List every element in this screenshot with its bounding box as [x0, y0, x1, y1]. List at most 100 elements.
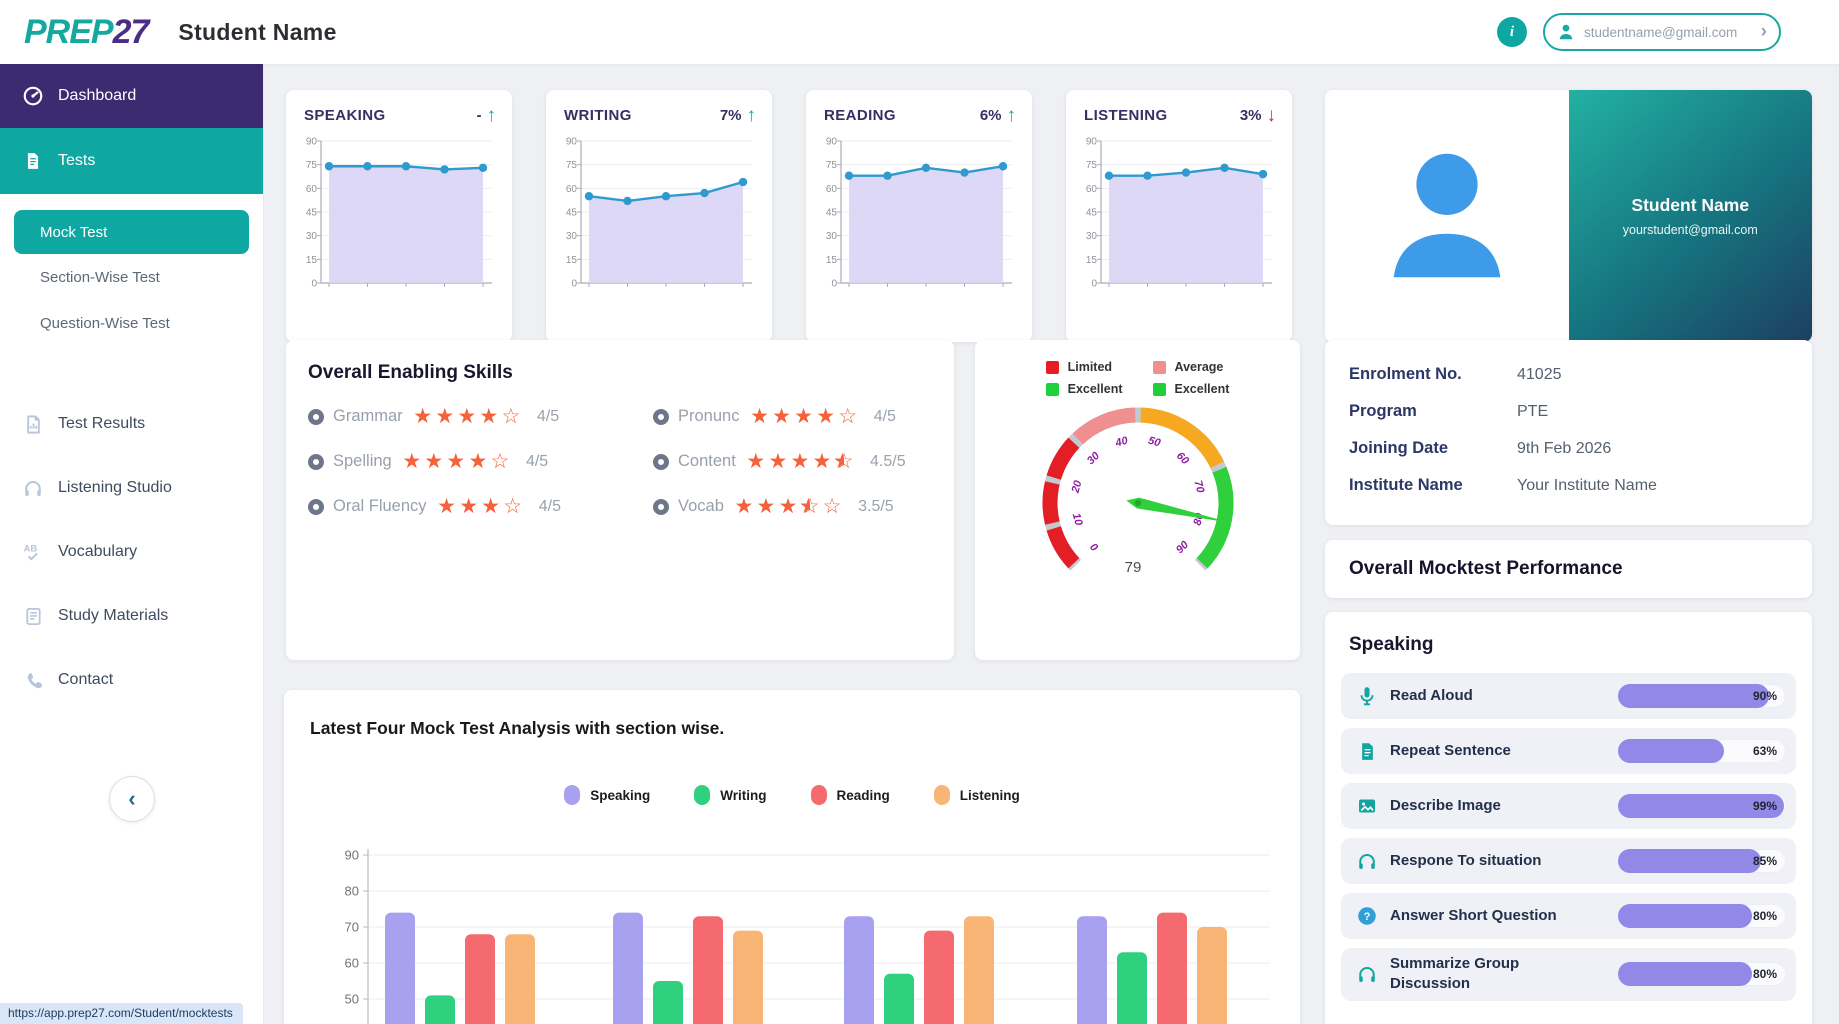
trend-cards-row: SPEAKING - ↑ 90 75 60 45 30 15 0 WRITING 7% ↑ …: [286, 90, 1292, 342]
svg-text:90: 90: [306, 137, 318, 148]
svg-text:AB: AB: [24, 543, 38, 553]
performance-title: Overall Mocktest Performance: [1349, 558, 1623, 579]
app-logo[interactable]: PREP27: [24, 12, 150, 52]
bullet-icon: [653, 453, 669, 470]
performance-card: Speaking Read Aloud 90% Repeat Sentence …: [1325, 612, 1812, 1024]
skill-rating-text: 4.5/5: [870, 452, 906, 470]
detail-label: Enrolment No.: [1349, 365, 1462, 383]
sidebar-item-section-wise-test[interactable]: Section-Wise Test: [0, 254, 263, 300]
detail-row-joining-date: Joining Date 9th Feb 2026: [1325, 430, 1812, 467]
skill-row-grammar: Grammar ★ ★ ★ ★ ☆ 4/5: [308, 406, 653, 427]
performance-row-label: Answer Short Question: [1390, 906, 1557, 924]
sidebar-nav: Dashboard Tests Mock Test Section-Wise Test…: [0, 64, 263, 712]
star-filled-icon: ★: [778, 495, 798, 518]
star-filled-icon: ★: [437, 495, 456, 518]
performance-row-describe-image: Describe Image 99%: [1341, 783, 1796, 829]
gauge-legend-item-limited-0: Limited: [1045, 360, 1123, 374]
svg-text:45: 45: [566, 208, 578, 219]
headphones-icon: [1355, 851, 1379, 871]
avatar: [1368, 137, 1526, 295]
bar-legend-item-listening[interactable]: Listening: [933, 785, 1020, 805]
legend-label: Average: [1174, 360, 1224, 374]
info-icon[interactable]: i: [1497, 17, 1527, 47]
detail-value: 9th Feb 2026: [1517, 439, 1612, 457]
svg-text:30: 30: [306, 231, 318, 242]
svg-text:20: 20: [1069, 478, 1084, 495]
progress-percent: 63%: [1752, 744, 1777, 758]
skill-label: Grammar: [333, 407, 403, 425]
report-icon: [22, 415, 44, 434]
legend-marker: [564, 785, 581, 805]
trend-card-title: LISTENING: [1084, 107, 1168, 124]
person-icon: [1557, 23, 1575, 41]
sidebar-item-mock-test[interactable]: Mock Test: [14, 210, 249, 254]
legend-label: Listening: [959, 787, 1020, 803]
svg-text:10: 10: [1069, 512, 1084, 528]
header-right: i studentname@gmail.com ›: [1497, 13, 1781, 51]
performance-rows: Read Aloud 90% Repeat Sentence 63% Descr…: [1325, 673, 1812, 1001]
trend-arrow-up-icon: ↑: [1006, 105, 1017, 126]
bar-legend-item-reading[interactable]: Reading: [810, 785, 890, 805]
sidebar-item-vocabulary[interactable]: AB Vocabulary: [0, 520, 263, 584]
sidebar-item-contact[interactable]: Contact: [0, 648, 263, 712]
sidebar-collapse-button[interactable]: ‹: [109, 776, 155, 822]
star-filled-icon: ★: [457, 405, 477, 428]
bar-legend-item-speaking[interactable]: Speaking: [564, 785, 650, 805]
gauge-legend-item-excellent-3: Excellent: [1152, 382, 1229, 396]
svg-text:30: 30: [566, 231, 578, 242]
trend-card-writing: WRITING 7% ↑ 90 75 60 45 30 15 0: [546, 90, 772, 342]
detail-value: 41025: [1517, 365, 1562, 383]
star-filled-icon: ★: [746, 450, 766, 473]
bullet-icon: [653, 408, 669, 425]
progress-percent: 90%: [1752, 689, 1777, 703]
trend-card-header: SPEAKING - ↑: [286, 90, 512, 131]
sidebar-item-dashboard[interactable]: Dashboard: [0, 64, 263, 128]
star-filled-icon: ★: [790, 450, 810, 473]
star-filled-icon: ★: [794, 405, 813, 428]
progress-percent: 85%: [1752, 854, 1777, 868]
sidebar-item-question-wise-test[interactable]: Question-Wise Test: [0, 300, 263, 346]
chevron-left-icon: ‹: [128, 786, 136, 811]
svg-text:30: 30: [1086, 231, 1098, 242]
svg-text:60: 60: [566, 184, 578, 195]
svg-text:0: 0: [571, 279, 577, 290]
logo-text-27: 27: [112, 12, 150, 51]
progress-bar: 90%: [1618, 684, 1786, 708]
trend-change-value: 3%: [1239, 107, 1262, 124]
star-filled-icon: ★: [446, 450, 466, 473]
svg-text:15: 15: [306, 255, 318, 266]
bar-chart: 908070605040: [304, 825, 1300, 1024]
legend-swatch: [1045, 382, 1059, 396]
trend-card-change: 7% ↑: [720, 106, 756, 125]
detail-label: Joining Date: [1349, 439, 1449, 457]
progress-bar: 80%: [1618, 904, 1786, 928]
sidebar-item-study-materials[interactable]: Study Materials: [0, 584, 263, 648]
legend-swatch: [1152, 382, 1166, 396]
star-filled-icon: ★: [468, 450, 488, 473]
gauge-value: 79: [1124, 559, 1141, 576]
sidebar-item-tests[interactable]: Tests: [0, 128, 263, 194]
svg-text:75: 75: [306, 160, 318, 171]
skill-label: Spelling: [333, 452, 392, 470]
sidebar-item-label: Vocabulary: [58, 543, 138, 560]
sidebar-item-listening-studio[interactable]: Listening Studio: [0, 456, 263, 520]
star-rating: ★ ★ ★ ★ ☆ ★: [745, 451, 855, 472]
star-rating: ★ ★ ★ ★ ☆: [401, 451, 511, 472]
sidebar-item-test-results[interactable]: Test Results: [0, 392, 263, 456]
profile-card: Student Name yourstudent@gmail.com: [1325, 90, 1812, 342]
svg-text:0: 0: [831, 279, 837, 290]
bullet-icon: [308, 453, 324, 470]
progress-percent: 80%: [1752, 909, 1777, 923]
svg-text:90: 90: [566, 137, 578, 148]
skill-rating-text: 4/5: [538, 497, 561, 515]
star-rating: ★ ★ ★ ☆ ★ ☆: [733, 496, 843, 517]
detail-row-institute-name: Institute Name Your Institute Name: [1325, 467, 1812, 504]
account-pill[interactable]: studentname@gmail.com ›: [1543, 13, 1781, 51]
profile-name-panel: Student Name yourstudent@gmail.com: [1568, 90, 1812, 342]
performance-row-read-aloud: Read Aloud 90%: [1341, 673, 1796, 719]
headphones-icon: [22, 478, 44, 498]
bar-legend-item-writing[interactable]: Writing: [694, 785, 767, 805]
bullet-icon: [653, 498, 669, 515]
student-details-card: Enrolment No. 41025 Program PTE Joining Da…: [1325, 340, 1812, 525]
